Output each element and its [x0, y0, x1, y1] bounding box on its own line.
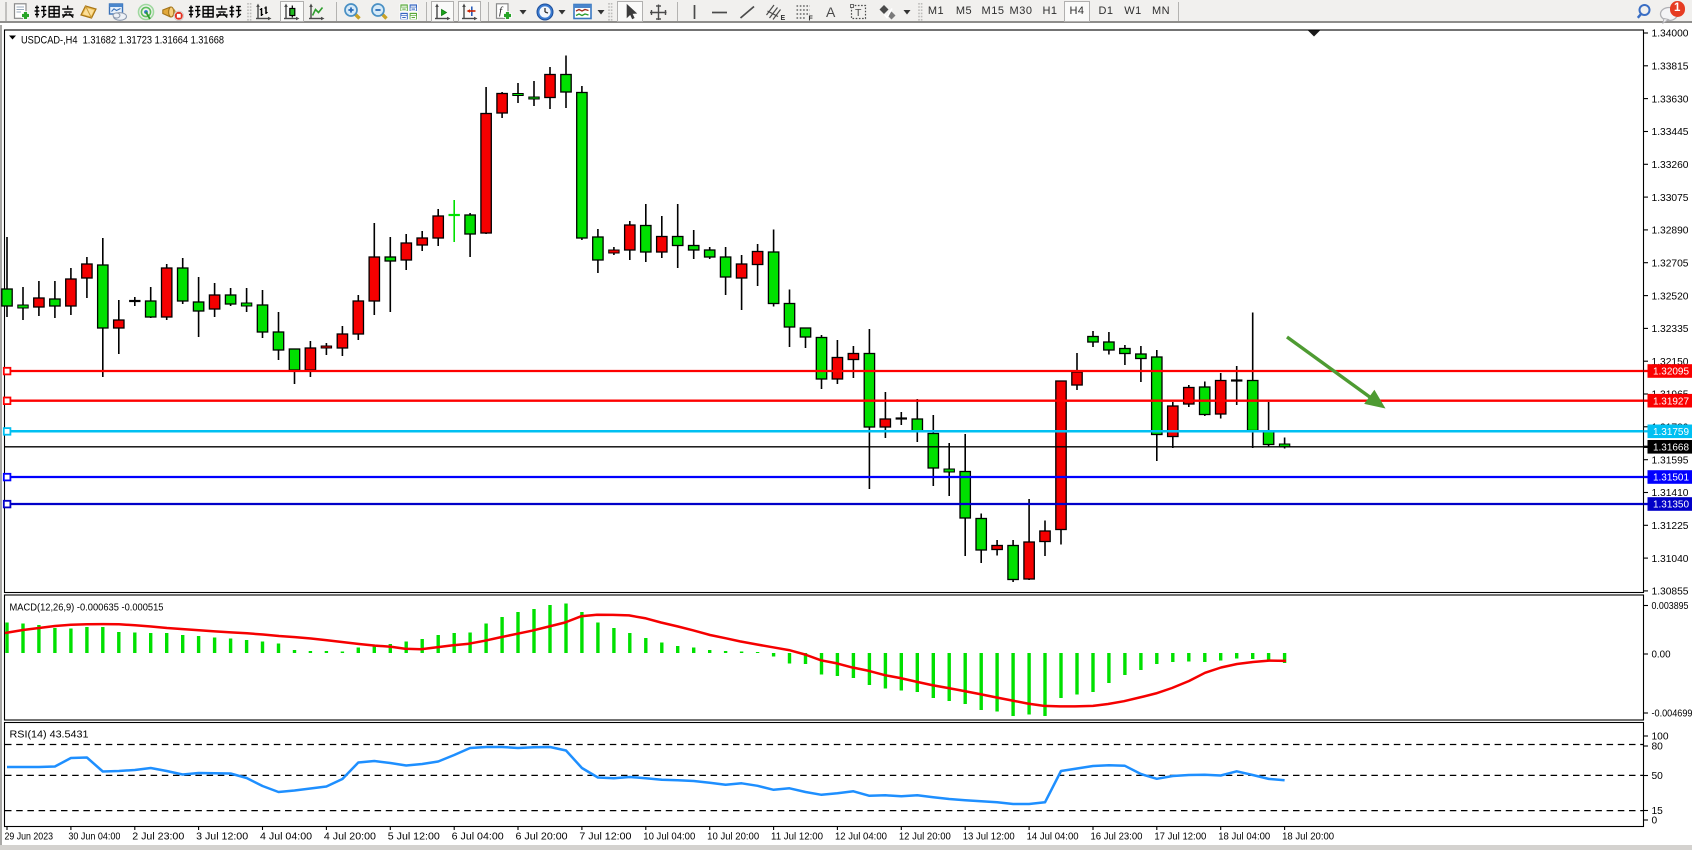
svg-text:1.31595: 1.31595	[1652, 455, 1689, 466]
svg-text:1.32705: 1.32705	[1652, 258, 1689, 269]
svg-text:12 Jul 20:00: 12 Jul 20:00	[899, 832, 951, 843]
svg-text:14 Jul 04:00: 14 Jul 04:00	[1027, 832, 1079, 843]
svg-text:1.32150: 1.32150	[1652, 357, 1689, 368]
svg-text:2 Jul 23:00: 2 Jul 23:00	[132, 832, 184, 843]
svg-text:29 Jun 2023: 29 Jun 2023	[5, 832, 54, 843]
svg-text:T: T	[855, 7, 862, 19]
svg-text:1.32335: 1.32335	[1652, 324, 1689, 335]
svg-text:10 Jul 04:00: 10 Jul 04:00	[643, 832, 695, 843]
svg-text:A: A	[826, 4, 836, 20]
svg-text:18 Jul 04:00: 18 Jul 04:00	[1218, 832, 1270, 843]
svg-text:18 Jul 20:00: 18 Jul 20:00	[1282, 832, 1334, 843]
svg-text:1.31759: 1.31759	[1653, 427, 1689, 438]
svg-text:MACD(12,26,9) -0.000635 -0.000: MACD(12,26,9) -0.000635 -0.000515	[10, 603, 164, 614]
svg-text:USDCAD-,H4 1.31682 1.31723 1.: USDCAD-,H4 1.31682 1.31723 1.31664 1.316…	[21, 35, 224, 47]
svg-text:80: 80	[1652, 742, 1664, 753]
svg-text:7 Jul 12:00: 7 Jul 12:00	[579, 832, 631, 843]
svg-text:12 Jul 04:00: 12 Jul 04:00	[835, 832, 887, 843]
svg-text:1.30855: 1.30855	[1652, 587, 1689, 598]
svg-text:RSI(14) 43.5431: RSI(14) 43.5431	[10, 730, 89, 741]
svg-text:1.34000: 1.34000	[1652, 29, 1689, 40]
svg-text:3 Jul 12:00: 3 Jul 12:00	[196, 832, 248, 843]
svg-text:1.31040: 1.31040	[1652, 554, 1689, 565]
svg-text:1.33260: 1.33260	[1652, 160, 1689, 171]
svg-text:16 Jul 23:00: 16 Jul 23:00	[1090, 832, 1142, 843]
svg-text:0.003895: 0.003895	[1652, 601, 1689, 612]
svg-text:E: E	[781, 15, 786, 21]
svg-text:-0.004699: -0.004699	[1652, 709, 1692, 720]
svg-text:F: F	[809, 16, 814, 22]
svg-text:6 Jul 20:00: 6 Jul 20:00	[516, 832, 568, 843]
svg-text:1.33445: 1.33445	[1652, 127, 1689, 138]
svg-text:1.32890: 1.32890	[1652, 226, 1689, 237]
svg-text:1.31927: 1.31927	[1653, 396, 1689, 407]
svg-text:100: 100	[1652, 732, 1669, 743]
svg-text:30 Jun 04:00: 30 Jun 04:00	[68, 832, 120, 843]
svg-text:1.32095: 1.32095	[1653, 367, 1689, 378]
svg-text:0: 0	[1652, 816, 1658, 827]
svg-text:6 Jul 04:00: 6 Jul 04:00	[452, 832, 504, 843]
svg-text:15: 15	[1652, 806, 1664, 817]
svg-text:13 Jul 12:00: 13 Jul 12:00	[963, 832, 1015, 843]
svg-text:17 Jul 12:00: 17 Jul 12:00	[1154, 832, 1206, 843]
svg-text:11 Jul 12:00: 11 Jul 12:00	[771, 832, 823, 843]
svg-text:4 Jul 20:00: 4 Jul 20:00	[324, 832, 376, 843]
svg-text:1.33815: 1.33815	[1652, 62, 1689, 73]
svg-text:1.33075: 1.33075	[1652, 193, 1689, 204]
svg-text:10 Jul 20:00: 10 Jul 20:00	[707, 832, 759, 843]
svg-text:f: f	[499, 5, 504, 17]
svg-text:1.32520: 1.32520	[1652, 291, 1689, 302]
svg-text:1.31410: 1.31410	[1652, 488, 1689, 499]
svg-text:50: 50	[1652, 771, 1664, 782]
svg-text:5 Jul 12:00: 5 Jul 12:00	[388, 832, 440, 843]
svg-text:4 Jul 04:00: 4 Jul 04:00	[260, 832, 312, 843]
svg-text:0.00: 0.00	[1652, 650, 1671, 661]
svg-text:1.31225: 1.31225	[1652, 521, 1689, 532]
svg-text:1.31668: 1.31668	[1653, 443, 1689, 454]
svg-text:1.31350: 1.31350	[1653, 500, 1689, 511]
svg-text:1.33630: 1.33630	[1652, 94, 1689, 105]
svg-text:1.31501: 1.31501	[1653, 473, 1689, 484]
